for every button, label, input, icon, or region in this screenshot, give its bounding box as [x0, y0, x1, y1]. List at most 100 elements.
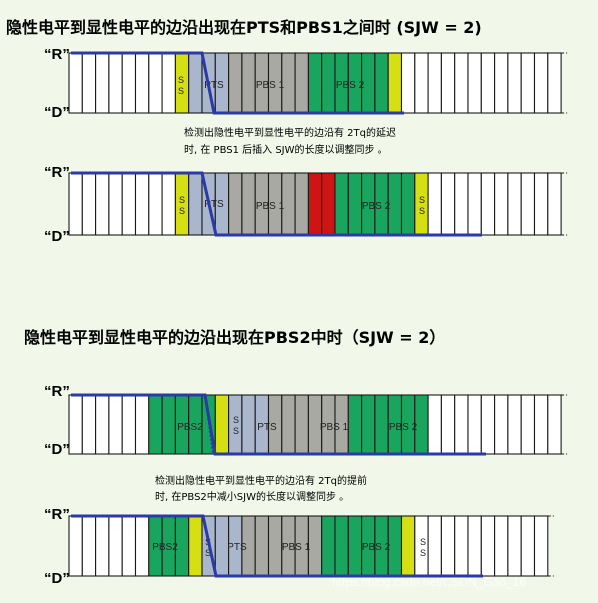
row-1-tq-cell-1	[68, 52, 83, 114]
row-2-label-1-char-2: S	[179, 206, 185, 216]
row-4-tq-cell-36	[533, 515, 549, 577]
row-2-tq-cell-19	[307, 172, 323, 236]
row-3-tq-cell-34	[507, 394, 522, 455]
row-2-tq-cell-28	[427, 172, 442, 236]
row-1-tq-cell-27	[414, 52, 429, 114]
row-4-label-5: PBS 2	[362, 542, 391, 553]
row-4-tq-cell-35	[520, 515, 536, 577]
row-3-label-2-char-1: S	[233, 415, 239, 425]
row-1-tq-cell-7	[148, 52, 163, 114]
row-1-label-1-char-1: S	[178, 75, 184, 85]
row-1-label-1-char-2: S	[178, 86, 184, 96]
row-1-tq-cell-6	[134, 52, 150, 114]
row-4-signal-line	[71, 514, 483, 578]
row-2-tq-cell-26	[400, 172, 416, 236]
row-4-tq-cell-33	[494, 515, 509, 577]
row-2-tq-cell-7	[148, 172, 163, 236]
row-3-label-5: PBS 2	[389, 422, 418, 433]
row-3-label-2-char-2: S	[233, 426, 239, 436]
row-3-tq-cell-31	[467, 394, 482, 455]
row-2-tq-cell-25	[387, 172, 403, 236]
row-4-tq-cell-2	[81, 515, 97, 577]
row-2-tq-cell-6	[134, 172, 150, 236]
row-4-tq-cell-19	[307, 515, 323, 577]
row-4-tq-cell-4	[108, 515, 123, 577]
section-2-title: 隐性电平到显性电平的边沿出现在PBS2中时（SJW = 2）	[24, 328, 446, 347]
row-1-tq-cell-24	[374, 52, 389, 114]
row-1-tq-cell-3	[95, 52, 110, 114]
row-3-tq-cell-6	[134, 394, 150, 455]
dominant-label-4: “D”	[44, 570, 70, 587]
row-1-tq-cell-34	[507, 52, 522, 114]
row-1-tq-cell-32	[480, 52, 496, 114]
row-2-tq-cell-1	[68, 172, 83, 236]
row-2-tq-cell-37	[547, 172, 562, 236]
row-4-tq-cell-34	[507, 515, 522, 577]
row-2-tq-cell-8	[161, 172, 176, 236]
row-4-label-6-char-2: S	[420, 548, 426, 558]
section-1-title: 隐性电平到显性电平的边沿出现在PTS和PBS1之间时 (SJW = 2)	[6, 18, 482, 37]
row-4-tq-cell-5	[121, 515, 137, 577]
row-2-tq-cell-21	[334, 172, 349, 236]
row-1-label-2: PTS	[204, 80, 224, 91]
row-1-tq-cell-8	[161, 52, 176, 114]
row-4-tq-cell-15	[254, 515, 270, 577]
row-2-tq-cell-36	[533, 172, 549, 236]
row-2-tq-cell-3	[95, 172, 110, 236]
row-4-tq-cell-28	[427, 515, 442, 577]
row-4-label-1: PBS2	[152, 542, 178, 553]
dominant-label-2: “D”	[44, 228, 70, 245]
section-2-note-line-1: 检测出隐性电平到显性电平的边沿有 2Tq的提前	[155, 476, 367, 487]
row-3-tq-cell-2	[81, 394, 97, 455]
row-1-tq-cell-5	[121, 52, 137, 114]
row-1-label-3: PBS 1	[256, 80, 285, 91]
row-4-label-6-char-1: S	[420, 537, 426, 547]
row-1-tq-cell-14	[241, 52, 256, 114]
row-1-tq-cell-33	[494, 52, 509, 114]
row-2-label-5-char-1: S	[419, 195, 425, 205]
row-3-tq-cell-24	[374, 394, 389, 455]
row-3-expected-edge-line	[204, 394, 214, 455]
row-2-tq-cell-2	[81, 172, 97, 236]
section-1-note-line-2: 时, 在 PBS1 后插入 SJW的长度以调整同步 。	[184, 145, 388, 156]
row-2-tq-cell-31	[467, 172, 482, 236]
row-3-tq-cell-29	[440, 394, 456, 455]
row-4-tq-cell-32	[480, 515, 496, 577]
row-3-tq-cell-33	[494, 394, 509, 455]
row-4-label-2-char-2: S	[205, 548, 211, 558]
row-3-tq-cell-35	[520, 394, 536, 455]
row-3-tq-cell-4	[108, 394, 123, 455]
row-3-tq-cell-7	[148, 394, 163, 455]
row-2-tq-cell-34	[507, 172, 522, 236]
row-1-tq-cell-2	[81, 52, 97, 114]
row-2-label-1-char-1: S	[179, 195, 185, 205]
row-2-tq-cell-32	[480, 172, 496, 236]
row-1-tq-cell-37	[547, 52, 562, 114]
row-1-label-4: PBS 2	[336, 80, 365, 91]
row-1-tq-cell-28	[427, 52, 442, 114]
row-2-tq-cell-30	[454, 172, 469, 236]
row-3-tq-cell-17	[281, 394, 296, 455]
dominant-label-1: “D”	[44, 104, 70, 121]
row-3-tq-cell-23	[361, 394, 376, 455]
row-1-tq-cell-20	[321, 52, 336, 114]
row-2-tq-cell-33	[494, 172, 509, 236]
row-4-tq-cell-29	[440, 515, 456, 577]
row-2-tq-cell-5	[121, 172, 137, 236]
section-1-note-line-1: 检测出隐性电平到显性电平的边沿有 2Tq的延迟	[184, 128, 396, 139]
row-4-label-3: PTS	[227, 542, 247, 553]
row-3-label-3: PTS	[257, 422, 277, 433]
row-1-tq-cell-18	[294, 52, 309, 114]
row-1-tq-cell-31	[467, 52, 482, 114]
row-2-tq-cell-4	[108, 172, 123, 236]
row-3-tq-cell-14	[241, 394, 256, 455]
row-4-tq-cell-10	[188, 515, 203, 577]
row-2-tq-cell-20	[321, 172, 336, 236]
row-1-tq-cell-35	[520, 52, 536, 114]
row-1-tq-cell-30	[454, 52, 469, 114]
row-3-tq-cell-3	[95, 394, 110, 455]
row-4-tq-cell-30	[454, 515, 469, 577]
row-2-tq-cell-29	[440, 172, 456, 236]
row-3-tq-cell-22	[347, 394, 363, 455]
